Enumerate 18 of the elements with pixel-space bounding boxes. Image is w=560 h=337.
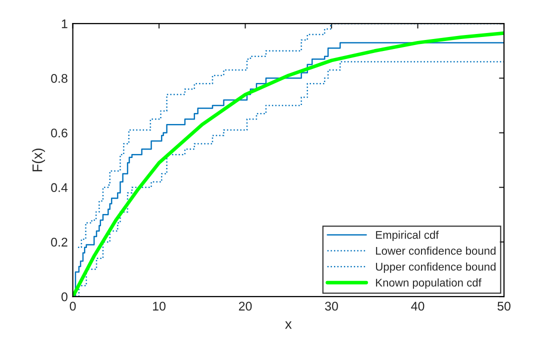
y-tick-label: 0.4 xyxy=(51,183,68,192)
y-tick-label: 0 xyxy=(61,292,68,302)
y-tick-label: 1 xyxy=(62,20,68,28)
legend-label: Known population cdf xyxy=(376,278,482,289)
legend-label: Lower confidence bound xyxy=(376,246,496,255)
x-tick-label: 20 xyxy=(238,302,252,311)
x-tick-label: 30 xyxy=(325,302,338,311)
y-tick-label: 0.8 xyxy=(51,74,68,83)
x-tick-label: 0 xyxy=(70,302,76,311)
legend-label: Empirical cdf xyxy=(376,230,439,242)
x-tick-label: 10 xyxy=(153,302,166,311)
x-axis-title: x xyxy=(285,321,292,329)
y-axis-title: F(x) xyxy=(32,148,45,172)
y-tick-label: 0.2 xyxy=(51,238,68,247)
x-tick-label: 40 xyxy=(411,302,424,311)
y-tick-label: 0.6 xyxy=(51,128,68,138)
legend-label: Upper confidence bound xyxy=(376,262,496,273)
x-tick-label: 50 xyxy=(498,302,510,311)
